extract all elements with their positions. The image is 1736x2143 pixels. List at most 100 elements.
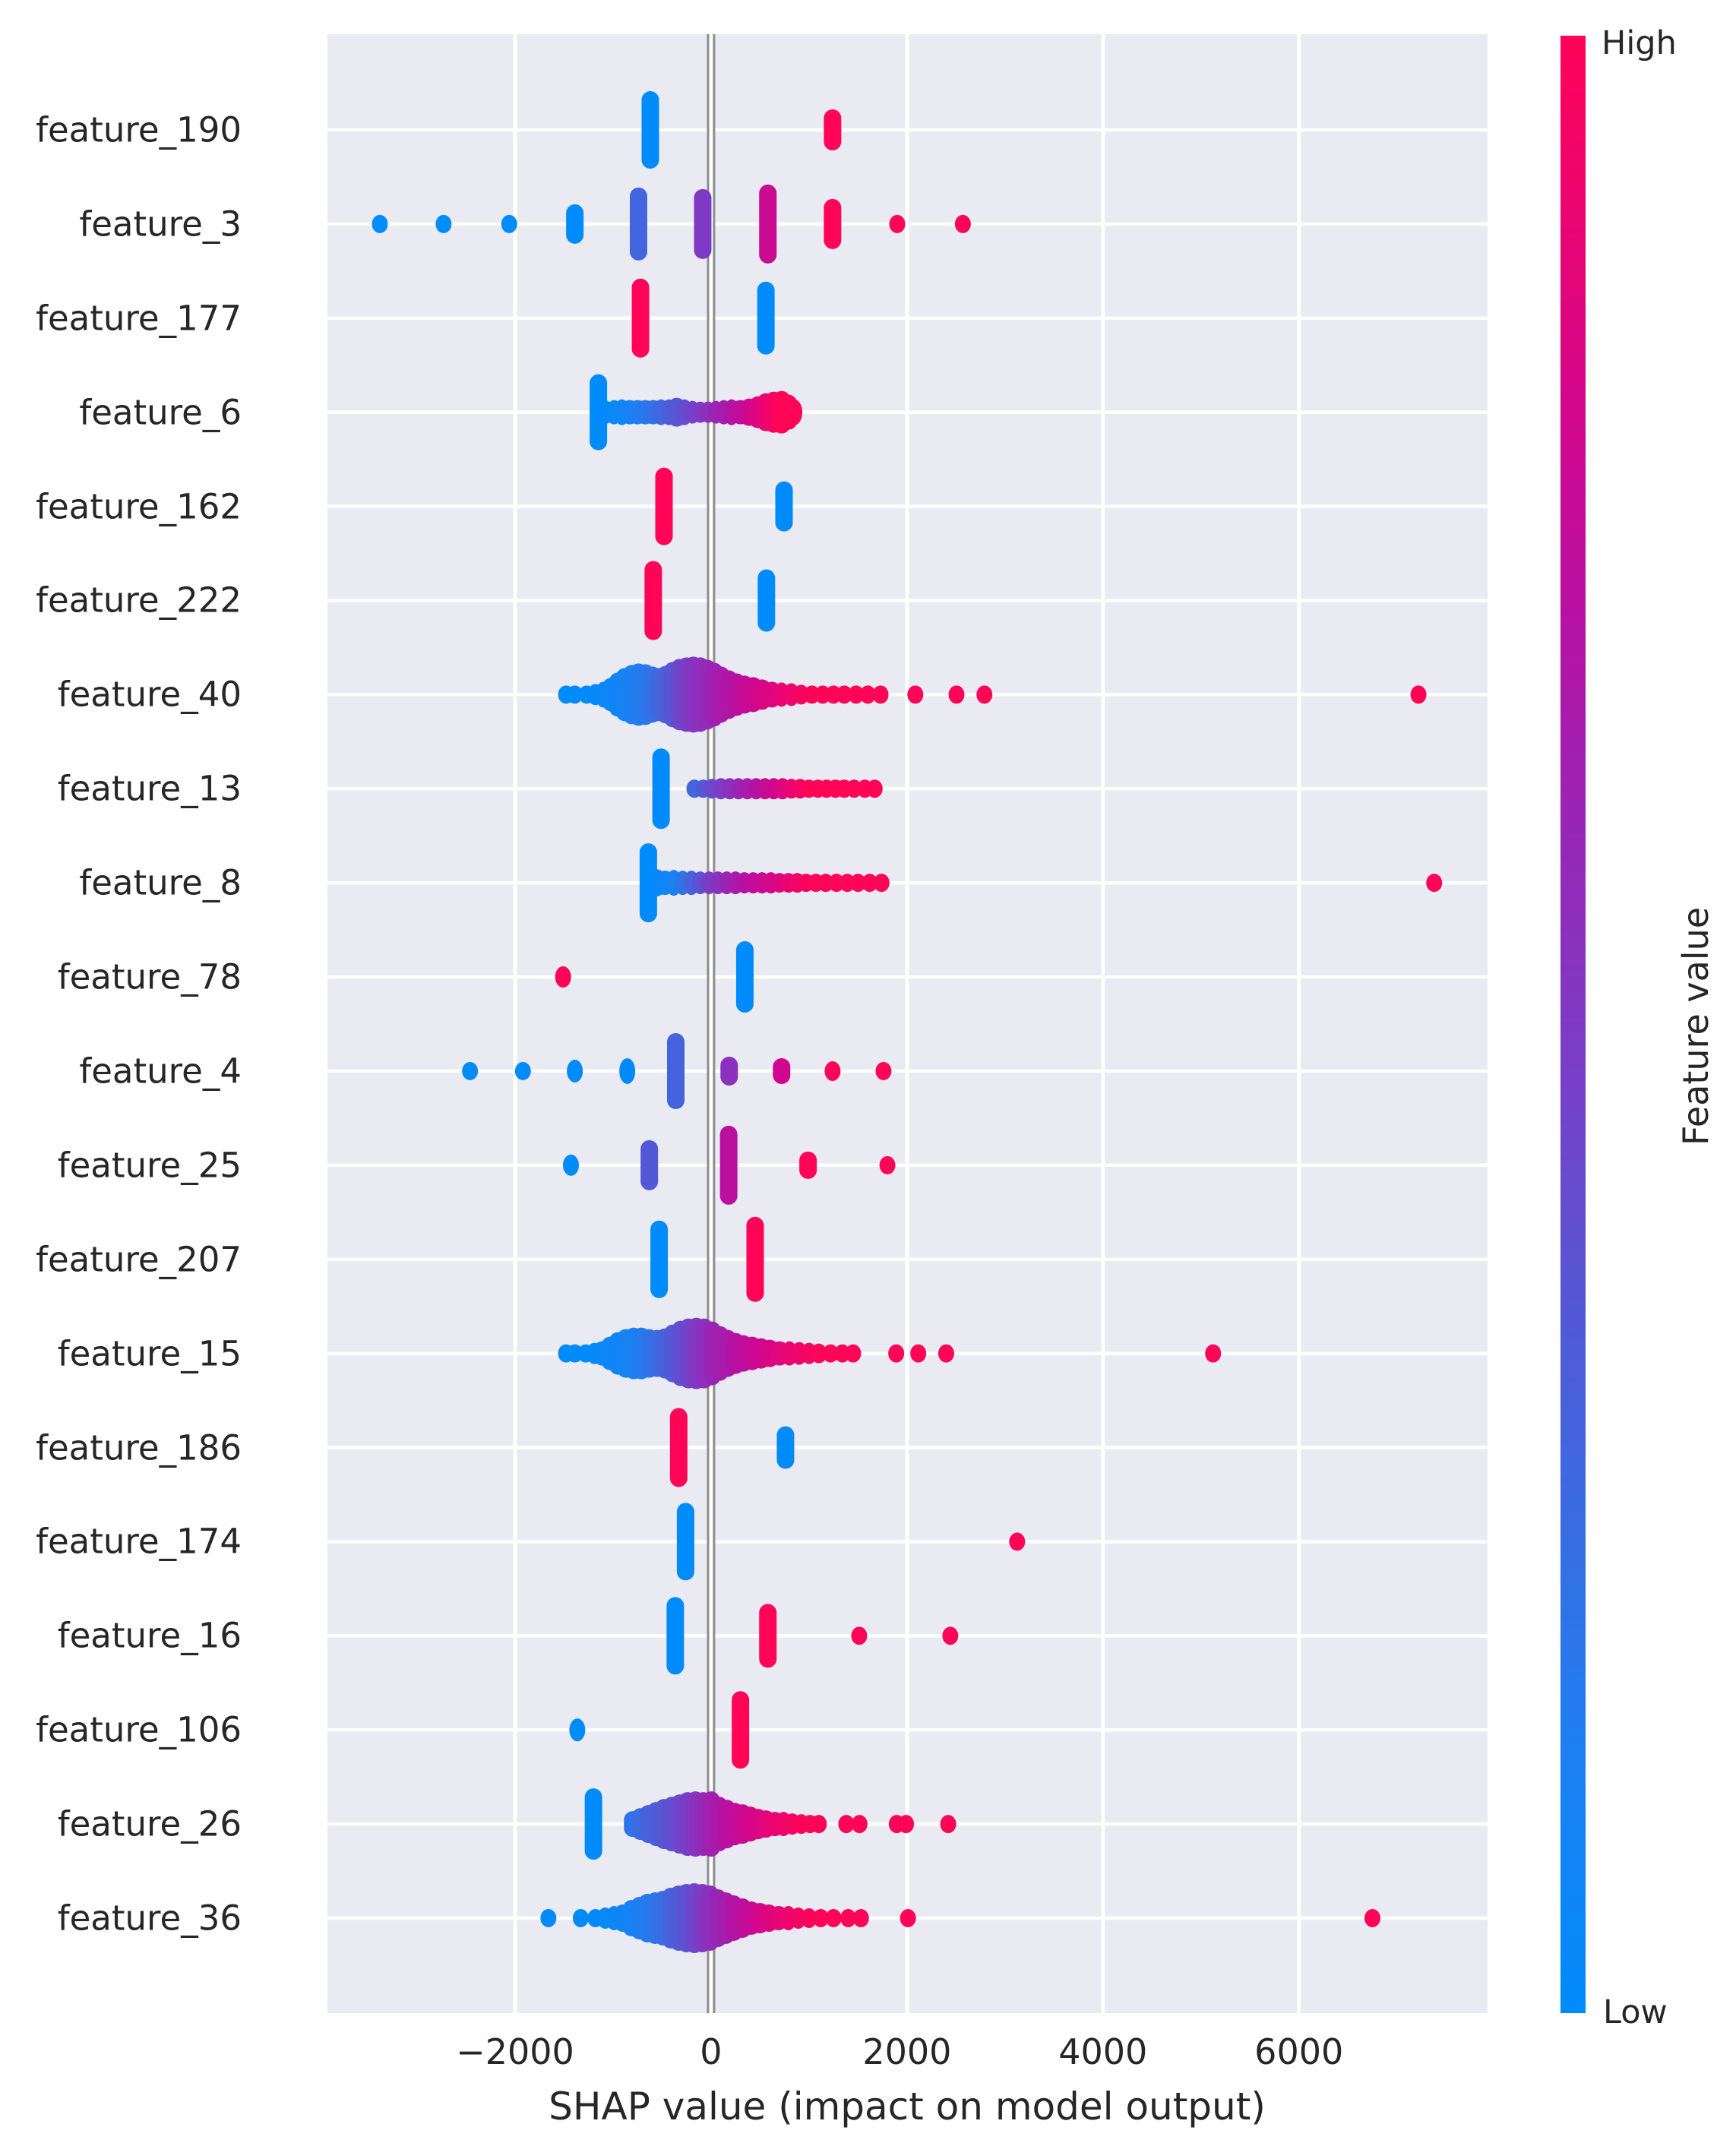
shap-point: [851, 1626, 868, 1645]
x-tick-label-−2000: −2000: [456, 2031, 574, 2072]
shap-point: [1364, 1909, 1380, 1928]
colorbar: [1561, 36, 1586, 2013]
shap-point-cluster: [719, 1125, 738, 1205]
shap-point-cluster: [732, 1691, 750, 1769]
shap-point: [1426, 874, 1443, 893]
shap-point-cluster: [799, 1151, 817, 1179]
y-tick-label-feature_8: feature_8: [79, 862, 242, 903]
v-gridline: [513, 34, 517, 2013]
y-tick-label-feature_190: feature_190: [36, 109, 242, 150]
shap-point-cluster: [694, 188, 712, 259]
x-axis-title: SHAP value (impact on model output): [549, 2085, 1266, 2129]
shap-point-cluster: [746, 1216, 764, 1302]
shap-point: [435, 214, 452, 233]
shap-point: [898, 1815, 915, 1834]
y-tick-label-feature_174: feature_174: [36, 1521, 242, 1562]
shap-point: [942, 1626, 959, 1645]
colorbar-high-label: High: [1602, 24, 1677, 62]
shap-point: [907, 685, 924, 704]
y-tick-label-feature_26: feature_26: [57, 1803, 242, 1844]
y-tick-label-feature_222: feature_222: [36, 580, 242, 621]
shap-point-cluster: [652, 748, 670, 830]
colorbar-low-label: Low: [1603, 1993, 1668, 2031]
y-tick-label-feature_162: feature_162: [36, 486, 242, 527]
shap-point: [1009, 1532, 1026, 1551]
shap-point: [848, 685, 865, 704]
y-tick-label-feature_207: feature_207: [36, 1239, 242, 1280]
x-tick-label-2000: 2000: [862, 2031, 952, 2072]
y-tick-label-feature_177: feature_177: [36, 298, 242, 339]
shap-point: [900, 1909, 916, 1928]
shap-point: [888, 1344, 905, 1363]
v-gridline: [905, 34, 909, 2013]
shap-point-cluster: [640, 1139, 659, 1190]
y-tick-label-feature_4: feature_4: [79, 1051, 242, 1092]
y-tick-label-feature_6: feature_6: [79, 392, 242, 433]
y-tick-label-feature_40: feature_40: [57, 674, 242, 715]
shap-point: [873, 874, 890, 893]
shap-point: [872, 685, 889, 704]
shap-point: [569, 1718, 586, 1742]
shap-point: [859, 685, 876, 704]
shap-point-cluster: [669, 1408, 688, 1487]
shap-point: [852, 1909, 869, 1928]
shap-point-cluster: [631, 278, 650, 358]
shap-point: [1410, 685, 1427, 704]
shap-point: [619, 1057, 636, 1084]
shap-point-cluster: [584, 1788, 602, 1860]
shap-point: [940, 1815, 957, 1834]
shap-point-cluster: [566, 204, 584, 244]
x-tick-label-0: 0: [700, 2031, 723, 2072]
shap-point: [801, 1908, 817, 1929]
shap-point-cluster: [759, 184, 777, 264]
v-gridline: [1297, 34, 1301, 2013]
shap-point-cluster: [757, 281, 775, 355]
shap-point-cluster: [666, 1597, 685, 1675]
shap-point: [910, 1344, 927, 1363]
shap-point: [555, 966, 571, 988]
shap-point: [501, 214, 517, 233]
shap-point: [567, 685, 583, 704]
shap-point: [948, 685, 965, 704]
shap-point-cluster: [655, 467, 673, 545]
shap-point-cluster: [824, 198, 842, 249]
shap-point: [822, 1344, 839, 1363]
shap-point-cluster: [676, 1503, 694, 1581]
y-tick-label-feature_13: feature_13: [57, 768, 242, 809]
y-tick-label-feature_15: feature_15: [57, 1333, 242, 1374]
y-tick-label-feature_36: feature_36: [57, 1898, 242, 1939]
shap-point: [812, 1909, 829, 1928]
shap-point: [849, 874, 866, 893]
shap-point-cluster: [824, 109, 842, 150]
shap-point: [954, 214, 971, 233]
shap-point: [567, 1059, 583, 1083]
shap-point-cluster: [641, 91, 659, 169]
shap-point-cluster: [650, 1220, 669, 1298]
shap-point: [793, 684, 810, 705]
shap-point: [572, 1909, 589, 1928]
shap-point-cluster: [644, 561, 662, 640]
shap-point-cluster: [666, 1032, 685, 1109]
y-tick-label-feature_186: feature_186: [36, 1427, 242, 1468]
shap-point-cluster: [735, 941, 754, 1013]
shap-point: [514, 1061, 531, 1080]
shap-point-cluster: [773, 1057, 791, 1084]
shap-point: [976, 685, 993, 704]
shap-point: [838, 1815, 855, 1834]
shap-point: [811, 1815, 827, 1834]
shap-point-cluster: [629, 187, 647, 261]
shap-point: [372, 214, 388, 233]
zero-line-core: [709, 34, 713, 2013]
shap-point-cluster: [757, 569, 776, 632]
shap-point: [851, 1815, 868, 1834]
shap-point: [845, 1344, 862, 1363]
shap-point: [840, 1909, 856, 1928]
shap-point: [825, 1909, 842, 1928]
shap-point: [889, 214, 906, 233]
shap-point: [824, 1060, 841, 1081]
x-tick-label-4000: 4000: [1058, 2031, 1148, 2072]
y-tick-label-feature_3: feature_3: [79, 204, 242, 245]
shap-point-cluster: [775, 481, 793, 532]
shap-point: [786, 399, 803, 425]
